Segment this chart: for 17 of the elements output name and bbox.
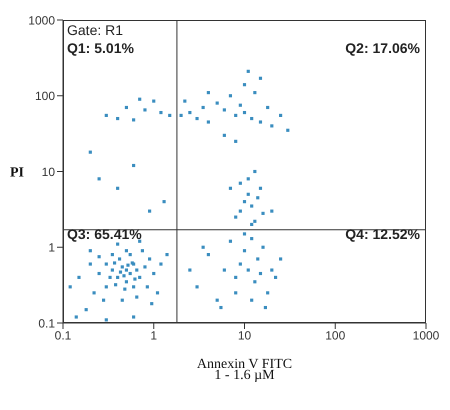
x-tick-label: 10 — [238, 328, 252, 343]
y-tick-label: 1 — [48, 240, 56, 255]
annotation: Gate: R1 — [67, 22, 124, 38]
y-tick-label: 10 — [42, 164, 56, 179]
text: 1 - 1.6 µM — [213, 368, 276, 384]
x-tick-label: 100 — [325, 328, 346, 343]
y-tick-label: 0.1 — [38, 316, 56, 330]
annotation: Q1: 5.01% — [67, 40, 134, 56]
x-tick-label: 1000 — [412, 328, 440, 343]
annotation: Q4: 12.52% — [345, 226, 420, 242]
y-tick-label: 100 — [34, 89, 56, 104]
x-tick-label: 1 — [150, 328, 158, 343]
x-tick-label: 0.1 — [54, 328, 72, 343]
annotation: Q3: 65.41% — [67, 226, 142, 242]
y-axis-title: PI — [10, 165, 24, 180]
y-tick-label: 1000 — [28, 13, 56, 28]
annotation: Q2: 17.06% — [345, 40, 420, 56]
